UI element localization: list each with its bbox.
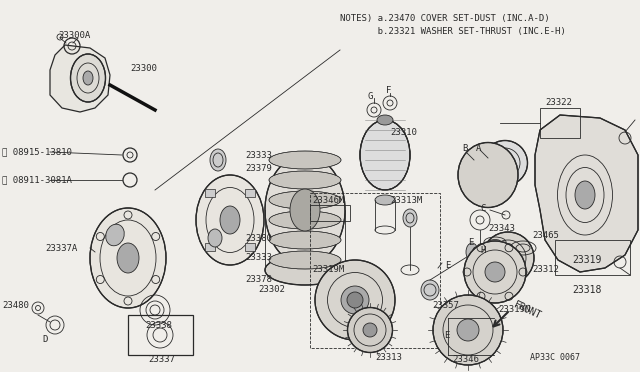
Text: NOTES) a.23470 COVER SET-DUST (INC.A-D): NOTES) a.23470 COVER SET-DUST (INC.A-D) — [340, 13, 550, 22]
Ellipse shape — [265, 155, 345, 265]
Text: C: C — [480, 203, 485, 212]
Bar — [310, 205, 350, 221]
Text: 23312: 23312 — [532, 266, 559, 275]
Text: Ⓜ 08915-13810: Ⓜ 08915-13810 — [2, 148, 72, 157]
Ellipse shape — [269, 171, 341, 189]
Ellipse shape — [290, 189, 320, 231]
Text: 23313M: 23313M — [390, 196, 422, 205]
Text: 23319: 23319 — [572, 255, 602, 265]
Text: 23318: 23318 — [572, 285, 602, 295]
Text: 23343: 23343 — [488, 224, 515, 232]
Ellipse shape — [269, 191, 341, 209]
Ellipse shape — [360, 120, 410, 190]
Ellipse shape — [208, 229, 222, 247]
Ellipse shape — [375, 195, 395, 205]
Bar — [128, 315, 193, 355]
Ellipse shape — [210, 149, 226, 171]
Ellipse shape — [377, 115, 393, 125]
Polygon shape — [535, 115, 638, 272]
Text: 23300: 23300 — [130, 64, 157, 73]
Text: 23322: 23322 — [545, 97, 572, 106]
Ellipse shape — [83, 71, 93, 85]
Bar — [540, 108, 580, 138]
Text: Ⓝ 08911-3081A: Ⓝ 08911-3081A — [2, 176, 72, 185]
Ellipse shape — [106, 224, 124, 246]
Ellipse shape — [482, 232, 534, 284]
Ellipse shape — [485, 262, 505, 282]
Text: 23378: 23378 — [245, 276, 272, 285]
Text: A: A — [476, 144, 481, 153]
Bar — [205, 189, 215, 197]
Ellipse shape — [117, 243, 139, 273]
Text: 23379: 23379 — [245, 164, 272, 173]
Bar — [310, 193, 440, 348]
Text: 23313: 23313 — [375, 353, 402, 362]
Text: AP33C 0067: AP33C 0067 — [530, 353, 580, 362]
Text: B: B — [462, 144, 467, 153]
Text: 23357: 23357 — [432, 301, 459, 310]
Ellipse shape — [575, 181, 595, 209]
Ellipse shape — [269, 151, 341, 169]
Ellipse shape — [220, 206, 240, 234]
Text: E: E — [468, 237, 474, 247]
Text: 23337A: 23337A — [45, 244, 77, 253]
Bar — [244, 189, 255, 197]
Ellipse shape — [363, 323, 377, 337]
Ellipse shape — [421, 280, 439, 300]
Text: FRONT: FRONT — [512, 299, 543, 321]
Ellipse shape — [483, 141, 527, 186]
Text: E: E — [445, 260, 451, 269]
Text: F: F — [386, 86, 392, 94]
Ellipse shape — [269, 231, 341, 249]
Ellipse shape — [499, 249, 517, 267]
Text: 23300A: 23300A — [58, 31, 90, 39]
Text: 23337: 23337 — [148, 356, 175, 365]
Text: D: D — [42, 336, 47, 344]
Ellipse shape — [90, 208, 166, 308]
Ellipse shape — [341, 286, 369, 314]
Ellipse shape — [498, 156, 512, 170]
Text: 23465: 23465 — [532, 231, 559, 240]
Text: H: H — [480, 246, 485, 254]
Ellipse shape — [265, 255, 345, 285]
Text: 23319M: 23319M — [312, 266, 344, 275]
Text: 23319N: 23319N — [498, 305, 531, 314]
Text: 23333: 23333 — [245, 151, 272, 160]
Text: b.23321 WASHER SET-THRUST (INC.E-H): b.23321 WASHER SET-THRUST (INC.E-H) — [340, 26, 566, 35]
Text: 23346M: 23346M — [312, 196, 344, 205]
Ellipse shape — [347, 292, 363, 308]
Text: G: G — [368, 92, 373, 100]
Ellipse shape — [433, 295, 503, 365]
Ellipse shape — [269, 251, 341, 269]
Ellipse shape — [403, 209, 417, 227]
Ellipse shape — [464, 241, 526, 303]
Text: 23302: 23302 — [258, 285, 285, 295]
Ellipse shape — [466, 243, 478, 261]
Polygon shape — [50, 45, 110, 112]
Bar — [205, 243, 215, 251]
Ellipse shape — [457, 319, 479, 341]
Text: E: E — [444, 330, 449, 340]
Text: 23346: 23346 — [452, 356, 479, 365]
Ellipse shape — [458, 142, 518, 208]
Ellipse shape — [196, 175, 264, 265]
Text: 23480: 23480 — [2, 301, 29, 310]
Text: 23333: 23333 — [245, 253, 272, 263]
Ellipse shape — [348, 308, 392, 353]
Ellipse shape — [315, 260, 395, 340]
Ellipse shape — [70, 54, 106, 102]
Bar — [555, 240, 630, 275]
Bar — [244, 243, 255, 251]
Text: 23310: 23310 — [390, 128, 417, 137]
Text: 23380: 23380 — [245, 234, 272, 243]
Text: 23338: 23338 — [145, 321, 172, 330]
Ellipse shape — [269, 211, 341, 229]
